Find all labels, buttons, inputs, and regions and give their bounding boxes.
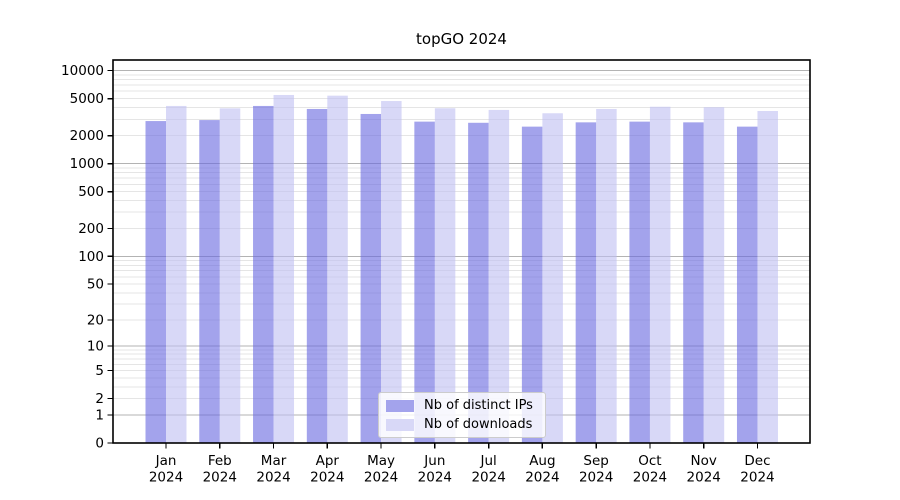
bar-downloads-nov	[703, 107, 725, 443]
x-tick-label-month: Oct	[638, 453, 661, 469]
bar-distinct-ips-sep	[575, 122, 597, 444]
y-tick-label: 200	[78, 221, 104, 237]
x-tick-label-month: Feb	[208, 453, 232, 469]
y-tick-label: 0	[95, 436, 104, 452]
y-tick-label: 2	[95, 391, 104, 407]
x-tick-label-year: 2024	[256, 470, 290, 486]
bar-distinct-ips-jan	[145, 121, 166, 444]
plot-frame	[112, 59, 811, 444]
x-tick-label-month: May	[367, 453, 395, 469]
x-tick-label-year: 2024	[471, 470, 505, 486]
legend-swatch-distinct-ips	[386, 399, 414, 412]
y-tick-label: 10000	[61, 63, 104, 79]
chart-title: topGO 2024	[416, 30, 507, 48]
y-tick-label: 5000	[70, 91, 104, 107]
bar-downloads-mar	[273, 94, 295, 443]
bar-distinct-ips-dec	[736, 126, 758, 443]
bar-downloads-jan	[166, 105, 187, 444]
y-tick-label: 500	[78, 184, 104, 200]
x-tick-label-month: Nov	[691, 453, 717, 469]
bar-downloads-may	[381, 101, 402, 443]
bar-distinct-ips-apr	[306, 108, 328, 443]
bar-distinct-ips-oct	[629, 121, 650, 444]
x-tick-label-year: 2024	[579, 470, 613, 486]
x-tick-label-year: 2024	[525, 470, 559, 486]
bar-distinct-ips-feb	[199, 120, 220, 443]
y-tick-label: 2000	[70, 128, 104, 144]
x-tick-label-month: Jun	[423, 453, 445, 469]
y-tick-label: 5	[95, 363, 104, 379]
y-tick-label: 10	[87, 339, 104, 355]
legend-label-downloads: Nb of downloads	[424, 417, 533, 432]
x-tick-label-month: Jul	[479, 453, 496, 469]
bar-distinct-ips-jun	[414, 121, 435, 444]
y-tick-label: 20	[87, 312, 104, 328]
bar-downloads-dec	[757, 111, 778, 444]
x-tick-label-month: Dec	[744, 453, 770, 469]
bar-downloads-jul	[488, 109, 510, 444]
bar-downloads-aug	[542, 113, 563, 443]
x-tick-label-month: Apr	[316, 453, 340, 469]
x-tick-label-year: 2024	[203, 470, 237, 486]
x-tick-label-year: 2024	[364, 470, 398, 486]
legend-swatch-downloads	[386, 418, 414, 431]
x-tick-label-year: 2024	[687, 470, 721, 486]
bar-downloads-apr	[327, 95, 348, 444]
x-tick-label-month: Aug	[529, 453, 555, 469]
y-tick-label: 100	[78, 249, 104, 265]
bar-downloads-oct	[649, 106, 671, 443]
legend: Nb of distinct IPs Nb of downloads	[378, 392, 546, 438]
bar-distinct-ips-nov	[683, 122, 704, 444]
x-tick-label-year: 2024	[418, 470, 452, 486]
x-tick-label-year: 2024	[310, 470, 344, 486]
bar-downloads-sep	[596, 108, 617, 443]
legend-label-distinct-ips: Nb of distinct IPs	[424, 398, 533, 413]
bar-distinct-ips-may	[360, 113, 382, 444]
y-tick-label: 1000	[70, 156, 104, 172]
x-tick-label-year: 2024	[149, 470, 183, 486]
x-tick-label-month: Jan	[155, 453, 177, 469]
bar-distinct-ips-mar	[253, 105, 274, 444]
bar-distinct-ips-aug	[521, 126, 543, 443]
y-tick-label: 1	[95, 407, 104, 423]
bar-downloads-jun	[434, 108, 456, 444]
bar-distinct-ips-jul	[468, 122, 489, 444]
x-tick-label-year: 2024	[740, 470, 774, 486]
x-tick-label-month: Mar	[261, 453, 287, 469]
legend-item-distinct-ips: Nb of distinct IPs	[386, 399, 537, 412]
x-tick-label-month: Sep	[583, 453, 608, 469]
x-tick-label-year: 2024	[633, 470, 667, 486]
y-tick-label: 50	[87, 277, 104, 293]
legend-item-downloads: Nb of downloads	[386, 418, 537, 431]
bar-downloads-feb	[219, 108, 241, 443]
